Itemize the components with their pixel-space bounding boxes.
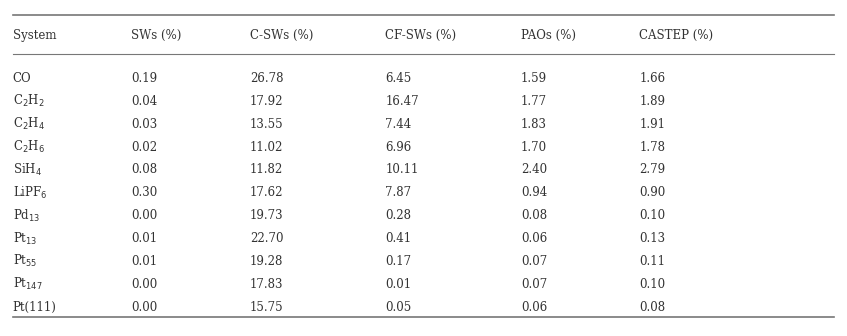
Text: 17.92: 17.92 (250, 95, 284, 108)
Text: 0.41: 0.41 (385, 232, 412, 245)
Text: 0.08: 0.08 (521, 209, 547, 222)
Text: 0.10: 0.10 (639, 209, 666, 222)
Text: 1.77: 1.77 (521, 95, 547, 108)
Text: 17.83: 17.83 (250, 278, 284, 291)
Text: 2.40: 2.40 (521, 163, 547, 176)
Text: 0.94: 0.94 (521, 186, 547, 199)
Text: 1.66: 1.66 (639, 72, 666, 85)
Text: 0.06: 0.06 (521, 232, 547, 245)
Text: 0.28: 0.28 (385, 209, 412, 222)
Text: SiH$_4$: SiH$_4$ (13, 162, 42, 178)
Text: 11.02: 11.02 (250, 140, 283, 154)
Text: 0.05: 0.05 (385, 300, 412, 313)
Text: 1.78: 1.78 (639, 140, 666, 154)
Text: 0.02: 0.02 (131, 140, 158, 154)
Text: 0.01: 0.01 (385, 278, 412, 291)
Text: SWs (%): SWs (%) (131, 29, 181, 42)
Text: 0.07: 0.07 (521, 278, 547, 291)
Text: 13.55: 13.55 (250, 118, 284, 131)
Text: 0.13: 0.13 (639, 232, 666, 245)
Text: System: System (13, 29, 56, 42)
Text: 6.96: 6.96 (385, 140, 412, 154)
Text: LiPF$_6$: LiPF$_6$ (13, 185, 47, 201)
Text: 1.83: 1.83 (521, 118, 547, 131)
Text: 0.08: 0.08 (639, 300, 666, 313)
Text: 7.87: 7.87 (385, 186, 412, 199)
Text: 15.75: 15.75 (250, 300, 284, 313)
Text: CF-SWs (%): CF-SWs (%) (385, 29, 457, 42)
Text: 0.01: 0.01 (131, 255, 158, 268)
Text: 0.03: 0.03 (131, 118, 158, 131)
Text: 19.28: 19.28 (250, 255, 283, 268)
Text: 0.00: 0.00 (131, 278, 158, 291)
Text: 19.73: 19.73 (250, 209, 284, 222)
Text: 26.78: 26.78 (250, 72, 284, 85)
Text: 0.07: 0.07 (521, 255, 547, 268)
Text: Pd$_{13}$: Pd$_{13}$ (13, 208, 40, 224)
Text: 0.01: 0.01 (131, 232, 158, 245)
Text: 16.47: 16.47 (385, 95, 419, 108)
Text: Pt$_{13}$: Pt$_{13}$ (13, 230, 37, 247)
Text: 10.11: 10.11 (385, 163, 418, 176)
Text: 0.11: 0.11 (639, 255, 666, 268)
Text: C$_2$H$_6$: C$_2$H$_6$ (13, 139, 45, 155)
Text: 0.90: 0.90 (639, 186, 666, 199)
Text: 0.30: 0.30 (131, 186, 158, 199)
Text: 0.17: 0.17 (385, 255, 412, 268)
Text: 1.91: 1.91 (639, 118, 666, 131)
Text: CASTEP (%): CASTEP (%) (639, 29, 714, 42)
Text: C$_2$H$_2$: C$_2$H$_2$ (13, 93, 44, 110)
Text: 0.08: 0.08 (131, 163, 158, 176)
Text: 0.00: 0.00 (131, 300, 158, 313)
Text: Pt$_{147}$: Pt$_{147}$ (13, 276, 42, 292)
Text: 2.79: 2.79 (639, 163, 666, 176)
Text: CO: CO (13, 72, 31, 85)
Text: 1.59: 1.59 (521, 72, 547, 85)
Text: 0.06: 0.06 (521, 300, 547, 313)
Text: Pt(111): Pt(111) (13, 300, 57, 313)
Text: PAOs (%): PAOs (%) (521, 29, 576, 42)
Text: 0.04: 0.04 (131, 95, 158, 108)
Text: 11.82: 11.82 (250, 163, 283, 176)
Text: 0.00: 0.00 (131, 209, 158, 222)
Text: 0.10: 0.10 (639, 278, 666, 291)
Text: 22.70: 22.70 (250, 232, 284, 245)
Text: C-SWs (%): C-SWs (%) (250, 29, 313, 42)
Text: Pt$_{55}$: Pt$_{55}$ (13, 253, 37, 269)
Text: 0.19: 0.19 (131, 72, 158, 85)
Text: 7.44: 7.44 (385, 118, 412, 131)
Text: 1.89: 1.89 (639, 95, 666, 108)
Text: 1.70: 1.70 (521, 140, 547, 154)
Text: 17.62: 17.62 (250, 186, 284, 199)
Text: C$_2$H$_4$: C$_2$H$_4$ (13, 116, 45, 132)
Text: 6.45: 6.45 (385, 72, 412, 85)
